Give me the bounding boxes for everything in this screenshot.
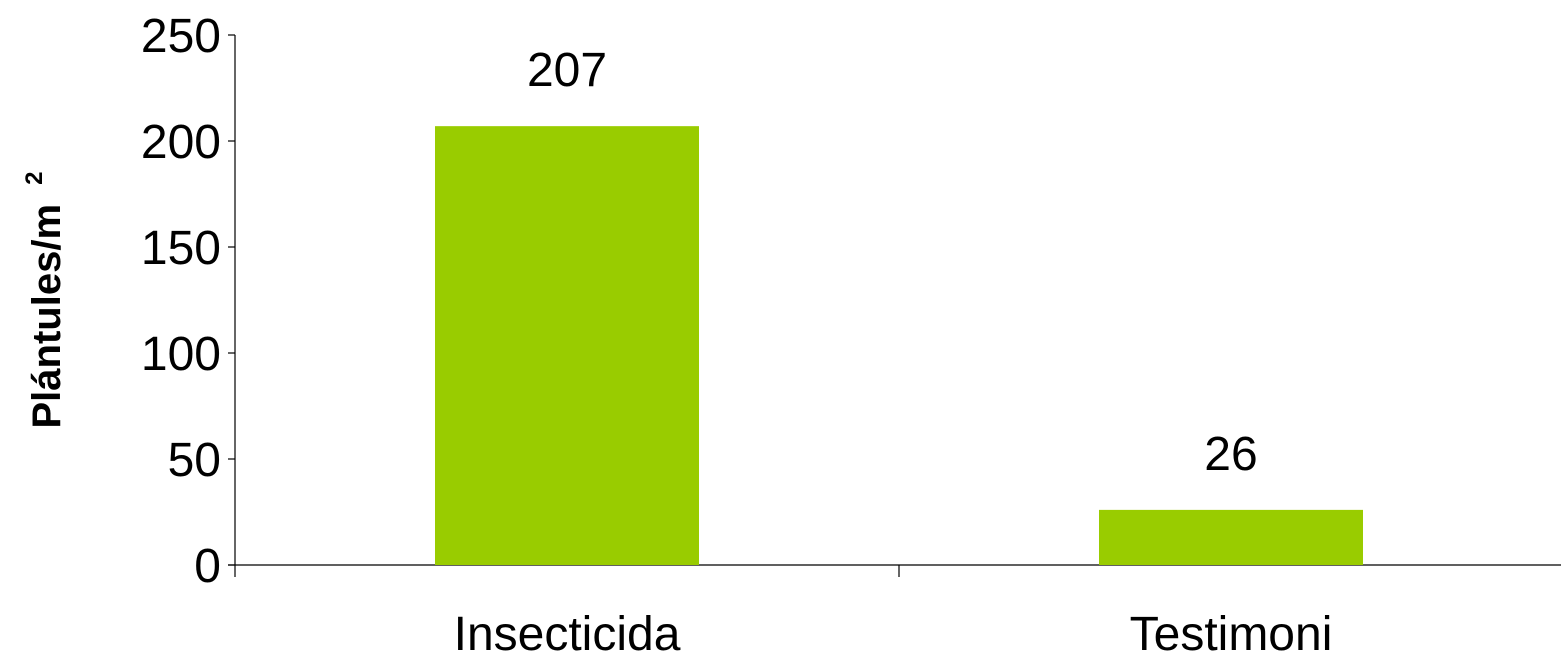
y-axis-title-superscript: 2 [21, 172, 48, 185]
y-tick-label: 200 [141, 116, 221, 169]
y-tick-label: 0 [194, 540, 221, 593]
data-label: 26 [1204, 428, 1257, 481]
data-label: 207 [527, 44, 607, 97]
x-category-label: Insecticida [454, 608, 681, 653]
y-axis-title: Plántules/m 2 [21, 172, 69, 429]
x-category-label: Testimoni [1130, 608, 1333, 653]
bar [1099, 509, 1363, 565]
bar [435, 126, 699, 565]
svg-text:Plántules/m 2: Plántules/m 2 [21, 172, 69, 429]
y-tick-label: 150 [141, 222, 221, 275]
plot-area: 0 50 100 150 200 250 207 Insecticida 26 Testimoni [141, 10, 1561, 653]
y-axis-title-text: Plántules/m [25, 204, 69, 429]
y-tick-label: 250 [141, 10, 221, 63]
y-tick-label: 100 [141, 328, 221, 381]
y-tick-label: 50 [168, 434, 221, 487]
